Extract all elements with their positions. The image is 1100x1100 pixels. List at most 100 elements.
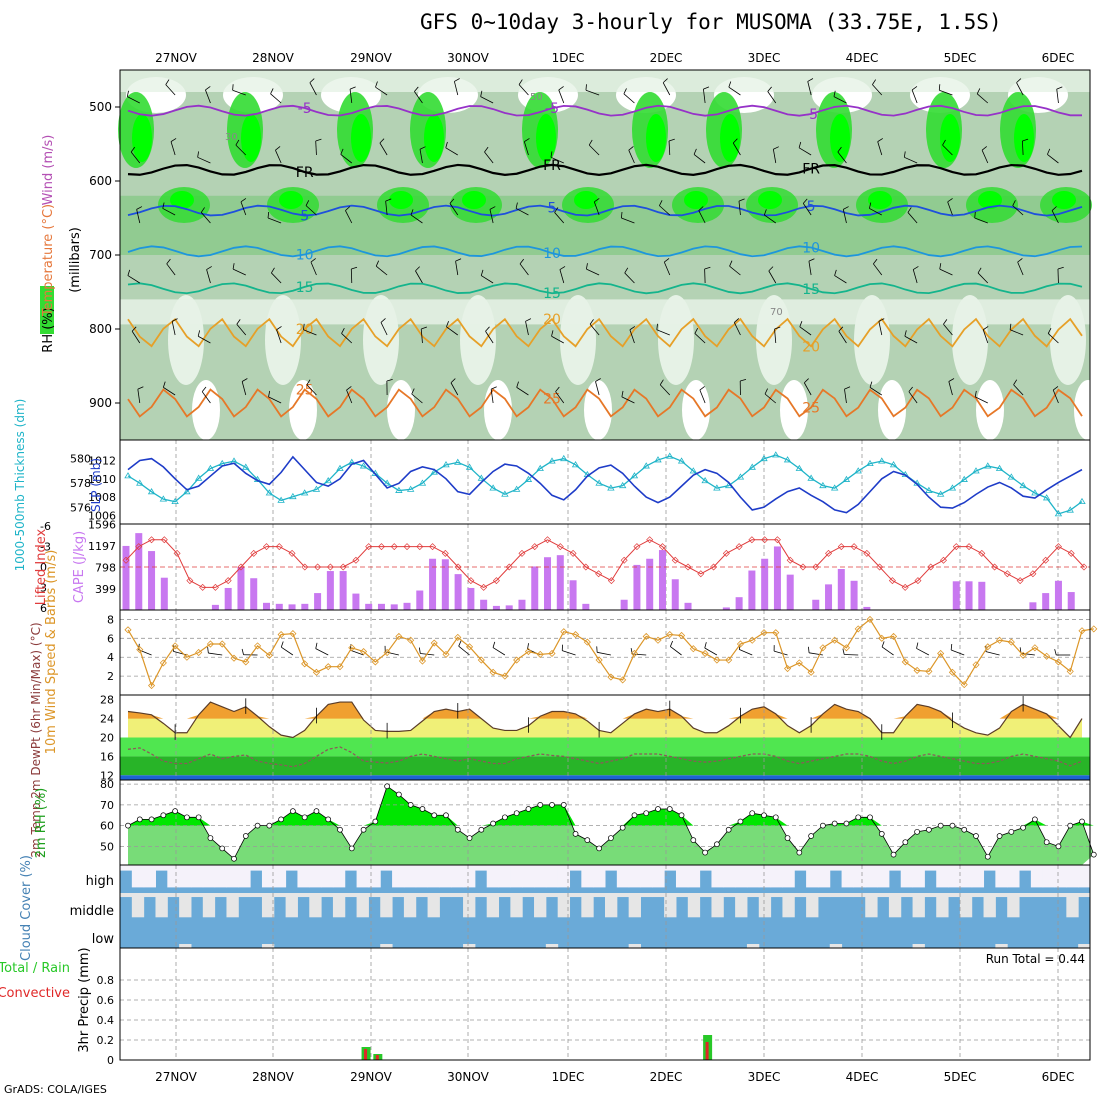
- wind-barb: [764, 393, 777, 404]
- wind-barb: [131, 326, 137, 332]
- surface-wind-barb: [281, 646, 294, 656]
- lifted-tick-label: -6: [40, 520, 51, 533]
- 2m-rh-line-marker: [419, 806, 426, 812]
- thickness-line-marker: [124, 472, 132, 479]
- cloud-mid-clear: [202, 893, 216, 918]
- wind-barb: [232, 268, 246, 276]
- slp-tick-label: 1010: [88, 473, 116, 486]
- cape-bar: [390, 604, 398, 610]
- pressure-tick-label: 800: [89, 322, 112, 336]
- wind-tick-label: 8: [107, 613, 114, 626]
- wind-barb: [798, 147, 812, 156]
- temp-axis-label: 2m Temp 2m DewPt (6hr Min/Max) (°C): [29, 622, 43, 857]
- wind-barb: [734, 318, 740, 323]
- wind-speed-line-marker: [595, 656, 603, 664]
- wind-barb: [480, 96, 494, 104]
- lifted-index-marker: [646, 536, 654, 544]
- cloud-mid-clear: [415, 893, 429, 898]
- wind-barb: [772, 149, 777, 164]
- wind-speed-line-marker: [913, 666, 921, 675]
- surface-wind-barb: [704, 647, 718, 656]
- lifted-index-marker: [237, 563, 245, 571]
- wind-barb: [165, 79, 170, 85]
- wind-barb: [904, 330, 907, 337]
- cloud-mid-clear: [817, 893, 831, 898]
- cloud-high-clear: [605, 865, 618, 871]
- wind-barb: [236, 319, 241, 325]
- cloud-level-label: high: [86, 874, 114, 889]
- wind-barb: [698, 206, 704, 211]
- wind-barb: [165, 84, 176, 96]
- lifted-index-marker: [352, 556, 360, 564]
- wind-speed-line-marker: [253, 642, 262, 650]
- lifted-index-marker: [697, 570, 705, 578]
- wind-barb: [166, 263, 176, 276]
- lifted-index-marker: [952, 543, 960, 551]
- thickness-line-marker: [183, 488, 191, 495]
- 2m-rh-line-marker: [643, 810, 650, 817]
- rh-saturated-cell: [536, 114, 556, 162]
- lifted-index-marker: [901, 583, 909, 591]
- wind-barb: [241, 378, 248, 382]
- cloud-level-label: low: [92, 932, 115, 947]
- 2m-rh-line-marker: [749, 810, 756, 817]
- thickness-line-marker: [277, 496, 285, 503]
- cloud-high-clear: [853, 865, 866, 888]
- wind-barb: [275, 150, 282, 164]
- cloud-mid-clear: [131, 893, 145, 918]
- cape-bar: [582, 603, 590, 610]
- wind-barb: [982, 329, 989, 344]
- wind-barb: [838, 331, 847, 344]
- rh-contour-label: 70: [770, 307, 783, 318]
- wind-barb: [834, 275, 847, 284]
- wind-speed-line-marker: [713, 656, 721, 664]
- wind-barb: [268, 396, 282, 404]
- wind-speed-line-marker: [701, 649, 709, 658]
- thickness-line-marker: [1007, 473, 1016, 480]
- wind-barb: [559, 269, 565, 284]
- cape-bar: [1042, 593, 1050, 610]
- wind-barb: [518, 79, 523, 85]
- cloud-high-clear: [557, 865, 571, 888]
- lifted-index-marker: [876, 563, 884, 571]
- 2m-rh-line-marker: [878, 831, 885, 837]
- thickness-line-marker: [206, 464, 215, 471]
- wind-speed-line-marker: [336, 663, 344, 671]
- temperature-contour-line: [127, 163, 1083, 177]
- temperature-contour-label: 25: [296, 383, 314, 399]
- cape-bar: [518, 599, 526, 610]
- wind-speed-line-marker: [301, 660, 309, 668]
- thickness-line-marker: [936, 490, 945, 497]
- temperature-contour-label: 10: [296, 248, 314, 264]
- temperature-contour-label: FR: [802, 162, 820, 178]
- thickness-line-marker: [477, 474, 486, 481]
- thickness-line-marker: [501, 490, 509, 497]
- cloud-low-clear: [179, 944, 192, 948]
- cloud-mid-clear: [735, 893, 748, 918]
- cape-bar: [160, 577, 168, 610]
- rh-saturated-cell: [351, 114, 371, 162]
- cape-bar: [748, 570, 756, 610]
- wind-barb: [485, 326, 490, 332]
- cape-bar: [492, 605, 500, 610]
- wind-barb: [763, 209, 767, 216]
- lifted-index-marker: [505, 563, 513, 571]
- wind-barb: [869, 208, 882, 216]
- lifted-index-marker: [1003, 570, 1011, 578]
- wind-speed-line-marker: [571, 630, 580, 639]
- pressure-tick-label: 900: [89, 396, 112, 410]
- dewpoint-band: [120, 737, 1090, 757]
- 2m-rh-line-marker: [584, 837, 591, 843]
- wind-barb: [346, 389, 353, 404]
- wind-barb: [525, 318, 532, 322]
- wind-speed-line-marker: [195, 648, 203, 657]
- cloud-high-clear: [1030, 865, 1044, 888]
- cloud-mid-clear: [806, 893, 819, 918]
- wind-barb: [733, 322, 741, 336]
- temperature-contour-label: -5: [298, 101, 312, 117]
- thickness-line-marker: [171, 497, 179, 505]
- wind-barb: [1056, 89, 1059, 104]
- cloud-high-clear: [474, 865, 488, 871]
- wind-barb: [624, 267, 629, 274]
- lifted-index-marker: [812, 563, 820, 571]
